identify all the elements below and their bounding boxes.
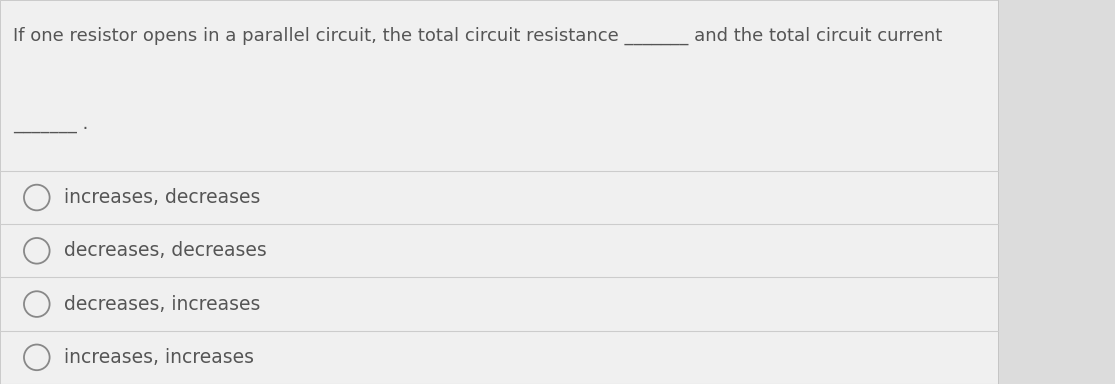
Text: decreases, decreases: decreases, decreases [64, 241, 266, 260]
Text: If one resistor opens in a parallel circuit, the total circuit resistance ______: If one resistor opens in a parallel circ… [13, 27, 942, 45]
FancyBboxPatch shape [998, 0, 1115, 384]
Text: increases, increases: increases, increases [64, 348, 253, 367]
Text: decreases, increases: decreases, increases [64, 295, 260, 314]
Text: increases, decreases: increases, decreases [64, 188, 260, 207]
Text: _______ .: _______ . [13, 115, 89, 133]
